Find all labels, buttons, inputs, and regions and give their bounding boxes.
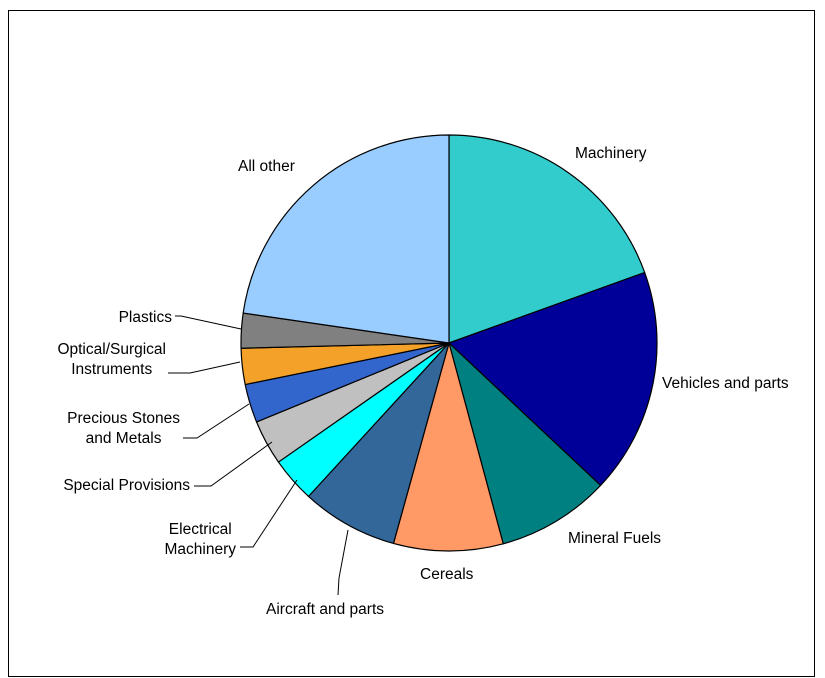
slice-label: All other <box>238 158 295 175</box>
slice-label: Machinery <box>575 145 647 162</box>
slice-label: Cereals <box>420 566 474 583</box>
leader-line <box>194 441 273 487</box>
slice-label: Precious Stones and Metals <box>67 410 180 447</box>
slice-label: Plastics <box>119 309 173 326</box>
leader-line <box>183 403 250 439</box>
slice-label: Optical/Surgical Instruments <box>57 341 166 378</box>
leader-line <box>240 479 298 548</box>
pie-slice-cereals <box>392 342 504 552</box>
leader-line <box>337 529 349 596</box>
leader-line <box>168 361 241 374</box>
pie-slice-machinery <box>448 134 646 344</box>
pie-slice-aircraft-and-parts <box>307 342 450 545</box>
pie-slice-mineral-fuels <box>448 342 602 545</box>
pie-slice-vehicles-and-parts <box>448 271 658 486</box>
slice-label: Special Provisions <box>63 477 190 494</box>
leader-line <box>175 315 242 330</box>
pie-slice-all-other <box>242 134 450 344</box>
slice-label: Mineral Fuels <box>568 530 661 547</box>
slice-label: Vehicles and parts <box>662 375 789 392</box>
slice-label: Aircraft and parts <box>266 601 384 618</box>
slice-label: Electrical Machinery <box>165 521 237 558</box>
